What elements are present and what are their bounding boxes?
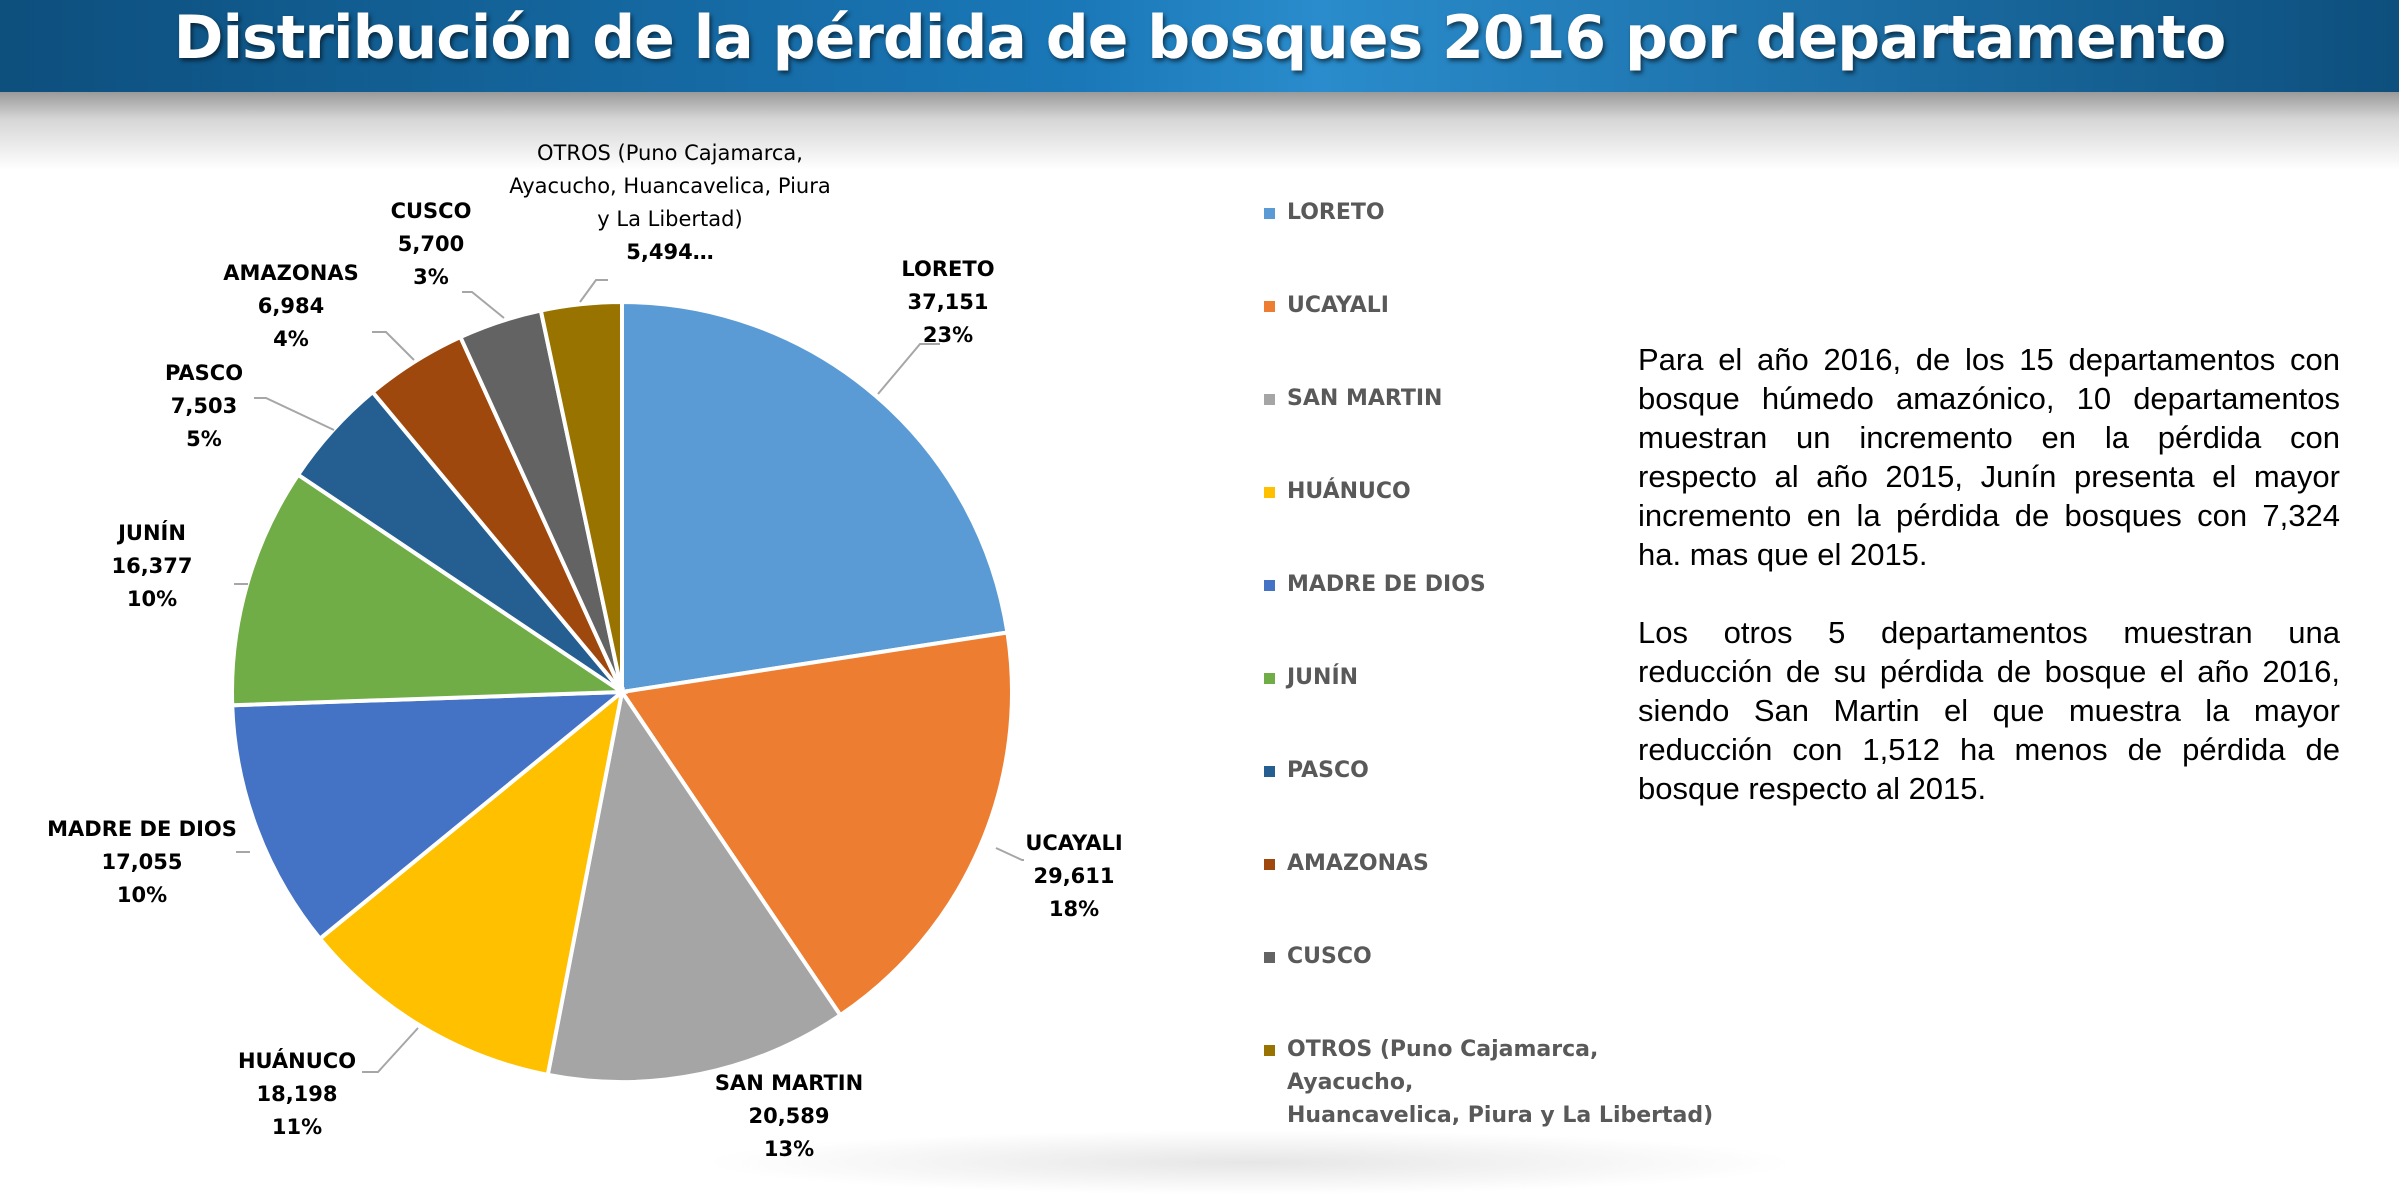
legend-label: HUÁNUCO bbox=[1287, 475, 1717, 508]
legend-label-line: LORETO bbox=[1287, 200, 1385, 225]
paragraph-reduction: Los otros 5 departamentos muestran una r… bbox=[1638, 615, 2340, 806]
leader-line-otros bbox=[579, 279, 608, 303]
data-label-otros: OTROS (Puno Cajamarca, Ayacucho, Huancave… bbox=[509, 141, 830, 264]
legend-label: PASCO bbox=[1287, 754, 1717, 787]
legend-swatch bbox=[1264, 859, 1275, 870]
legend-swatch bbox=[1264, 673, 1275, 684]
legend-swatch bbox=[1264, 208, 1275, 219]
data-label-amazonas: AMAZONAS 6,984 4% bbox=[223, 261, 358, 351]
pie-slice-ucayali bbox=[618, 630, 1014, 1018]
pie-slice-madre-de-dios bbox=[230, 689, 628, 942]
description-text: Para el año 2016, de los 15 departamento… bbox=[1638, 340, 2340, 847]
paragraph-increase: Para el año 2016, de los 15 departamento… bbox=[1638, 342, 2340, 572]
pie-slice-otros bbox=[538, 299, 624, 693]
pie-slice-loreto bbox=[620, 299, 1010, 695]
legend-label-line: UCAYALI bbox=[1287, 293, 1389, 318]
legend-label-line: MADRE DE DIOS bbox=[1287, 572, 1486, 597]
legend-label: UCAYALI bbox=[1287, 289, 1717, 322]
legend-label-line: AMAZONAS bbox=[1287, 851, 1429, 876]
banner-shadow bbox=[0, 92, 2399, 170]
leader-line-ucayali bbox=[995, 847, 1024, 861]
leader-line-pasco bbox=[254, 397, 335, 431]
pie-slice-san-martin bbox=[545, 686, 844, 1084]
legend-swatch bbox=[1264, 580, 1275, 591]
legend-label: LORETO bbox=[1287, 196, 1717, 229]
data-label-junin: JUNÍN 16,377 10% bbox=[111, 520, 192, 611]
leader-line-huanuco bbox=[362, 1027, 419, 1073]
legend-label: OTROS (Puno Cajamarca, Ayacucho, Huancave… bbox=[1287, 1033, 1717, 1132]
legend-label-line: PASCO bbox=[1287, 758, 1369, 783]
legend-label: CUSCO bbox=[1287, 940, 1717, 973]
data-label-pasco: PASCO 7,503 5% bbox=[165, 361, 243, 451]
legend-label-line: Huancavelica, Piura y La Libertad) bbox=[1287, 1103, 1714, 1128]
leader-line-loreto bbox=[877, 343, 940, 395]
legend-swatch bbox=[1264, 394, 1275, 405]
leader-line-cusco bbox=[462, 291, 505, 319]
legend-swatch bbox=[1264, 301, 1275, 312]
data-label-madre-de-dios: MADRE DE DIOS 17,055 10% bbox=[47, 817, 237, 907]
legend-label: AMAZONAS bbox=[1287, 847, 1717, 880]
legend-label-line: SAN MARTIN bbox=[1287, 386, 1443, 411]
legend-label-line: CUSCO bbox=[1287, 944, 1372, 969]
data-label-san-martin: SAN MARTIN 20,589 13% bbox=[715, 1071, 863, 1161]
legend-swatch bbox=[1264, 766, 1275, 777]
slide-title: Distribución de la pérdida de bosques 20… bbox=[173, 3, 2227, 73]
data-label-loreto: LORETO 37,151 23% bbox=[901, 257, 994, 347]
legend-label: SAN MARTIN bbox=[1287, 382, 1717, 415]
legend-label-line: JUNÍN bbox=[1287, 665, 1359, 690]
legend-label: JUNÍN bbox=[1287, 661, 1717, 694]
pie-slice-huanuco bbox=[317, 686, 626, 1078]
leader-line-amazonas bbox=[372, 331, 415, 361]
legend-swatch bbox=[1264, 1045, 1275, 1056]
legend-label-line: HUÁNUCO bbox=[1287, 479, 1411, 504]
legend-label-line: OTROS (Puno Cajamarca, Ayacucho, bbox=[1287, 1037, 1599, 1095]
legend-swatch bbox=[1264, 952, 1275, 963]
data-label-huanuco: HUÁNUCO 18,198 11% bbox=[238, 1048, 356, 1139]
title-banner bbox=[0, 0, 2399, 92]
data-label-ucayali: UCAYALI 29,611 18% bbox=[1025, 831, 1122, 921]
legend-swatch bbox=[1264, 487, 1275, 498]
legend-label: MADRE DE DIOS bbox=[1287, 568, 1717, 601]
data-label-cusco: CUSCO 5,700 3% bbox=[391, 199, 472, 289]
bottom-glow bbox=[700, 1130, 1800, 1195]
